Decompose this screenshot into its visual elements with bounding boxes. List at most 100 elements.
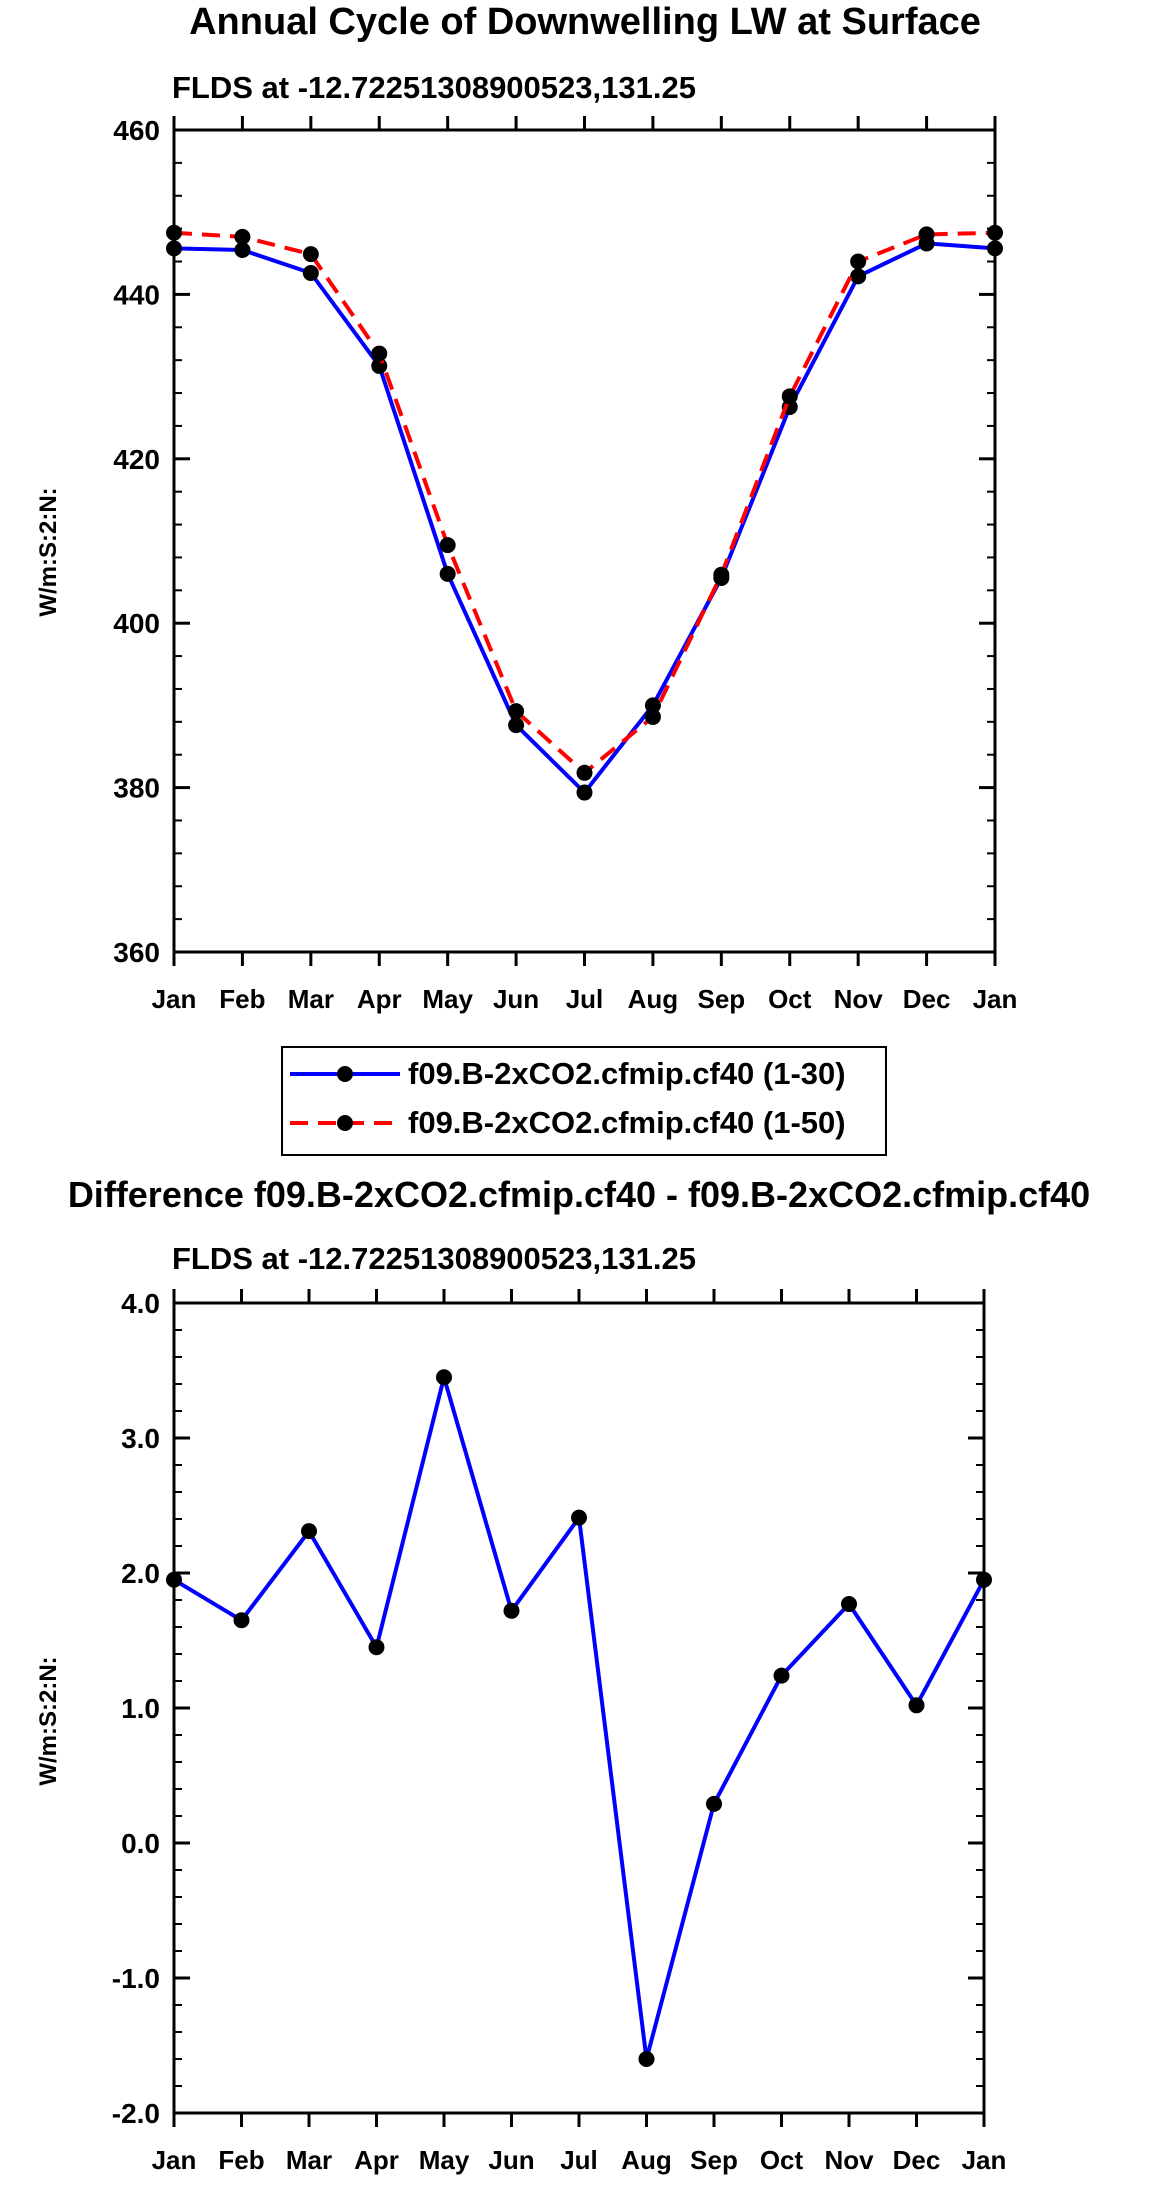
series-line-2 [173, 230, 996, 775]
chart-2-series [166, 1369, 992, 2067]
data-point [436, 1369, 452, 1386]
x-tick-label: May [422, 984, 473, 1014]
legend-marker-series-1 [337, 1066, 353, 1082]
data-point [781, 388, 798, 405]
x-tick-label: Jan [962, 2145, 1007, 2175]
y-tick-label: 460 [113, 115, 160, 146]
x-tick-label: Jun [493, 984, 539, 1014]
chart-2-plot-frame [172, 1301, 986, 2115]
x-tick-label: Feb [219, 984, 265, 1014]
x-tick-label: Mar [286, 2145, 332, 2175]
series-line-1 [172, 1375, 986, 2061]
data-point [166, 224, 182, 241]
chart-1-plot-frame [172, 128, 997, 954]
y-tick-label: 440 [113, 279, 160, 310]
x-tick-label: Apr [354, 2145, 399, 2175]
data-point [439, 537, 456, 554]
data-point [234, 228, 251, 245]
chart-1-legend: f09.B-2xCO2.cfmip.cf40 (1-30) f09.B-2xCO… [281, 1046, 887, 1156]
data-point [713, 566, 730, 583]
data-point [234, 242, 251, 259]
data-point [301, 1523, 317, 1540]
data-point [987, 240, 1003, 257]
data-point [638, 2051, 655, 2067]
data-point [233, 1612, 250, 1629]
chart-1-ticks [172, 116, 997, 966]
y-tick-label: 4.0 [121, 1288, 160, 1319]
y-tick-label: 380 [113, 773, 160, 804]
x-tick-label: Dec [893, 2145, 941, 2175]
y-tick-label: 400 [113, 608, 160, 639]
x-tick-label: Jan [152, 984, 197, 1014]
x-tick-label: Jun [488, 2145, 534, 2175]
chart-2-ylabel: W/m:S:2:N: [35, 1656, 62, 1785]
data-point [644, 697, 661, 714]
data-point [508, 703, 525, 720]
x-tick-label: Jan [973, 984, 1018, 1014]
y-tick-label: 420 [113, 444, 160, 475]
y-tick-label: 2.0 [121, 1558, 160, 1589]
x-tick-label: Apr [357, 984, 402, 1014]
chart-2-y-tick-labels: -2.0 -1.0 0.0 1.0 2.0 3.0 4.0 [112, 1288, 160, 2129]
chart-2-subtitle: FLDS at -12.72251308900523,131.25 [172, 1241, 696, 1276]
x-tick-label: Dec [903, 984, 951, 1014]
y-tick-label: 3.0 [121, 1423, 160, 1454]
chart-2-x-tick-labels: Jan Feb Mar Apr May Jun Jul Aug Sep Oct Nov Dec Jan [152, 2145, 1007, 2175]
legend-label-series-1: f09.B-2xCO2.cfmip.cf40 (1-30) [408, 1056, 846, 1091]
data-point [508, 717, 525, 734]
chart-2-ticks [172, 1289, 986, 2127]
x-tick-label: Aug [621, 2145, 672, 2175]
x-tick-label: Jul [560, 2145, 598, 2175]
chart-1-x-tick-labels: Jan Feb Mar Apr May Jun Jul Aug Sep Oct Nov Dec Jan [152, 984, 1018, 1014]
data-point [302, 265, 319, 282]
legend-label-series-2: f09.B-2xCO2.cfmip.cf40 (1-50) [408, 1105, 846, 1140]
legend-marker-series-2 [337, 1115, 353, 1131]
data-point [439, 565, 456, 582]
data-point [841, 1596, 857, 1613]
data-point [976, 1571, 992, 1588]
chart-1-title: Annual Cycle of Downwelling LW at Surfac… [189, 1, 981, 43]
x-tick-label: Aug [628, 984, 679, 1014]
x-tick-label: Feb [218, 2145, 264, 2175]
data-point [576, 764, 593, 781]
chart-1-series [166, 224, 1003, 801]
data-point [371, 345, 388, 362]
data-point [918, 226, 935, 243]
x-tick-label: Jan [152, 2145, 197, 2175]
data-point [302, 246, 319, 263]
chart-1: Annual Cycle of Downwelling LW at Surfac… [35, 1, 1018, 1156]
chart-1-ylabel: W/m:S:2:N: [35, 487, 62, 616]
data-point [368, 1639, 385, 1656]
x-tick-label: Sep [697, 984, 745, 1014]
x-tick-label: Oct [760, 2145, 804, 2175]
chart-1-y-tick-labels: 360 380 400 420 440 460 [113, 115, 160, 968]
x-tick-label: Mar [288, 984, 334, 1014]
data-point [503, 1602, 520, 1619]
series-line-1 [173, 241, 996, 795]
data-point [166, 240, 182, 257]
y-tick-label: 1.0 [121, 1693, 160, 1724]
data-point [166, 1571, 182, 1588]
data-point [773, 1667, 790, 1684]
x-tick-label: Sep [690, 2145, 738, 2175]
x-tick-label: Nov [834, 984, 884, 1014]
x-tick-label: Oct [768, 984, 812, 1014]
y-tick-label: -2.0 [112, 2098, 160, 2129]
data-point [987, 224, 1003, 241]
y-tick-label: 0.0 [121, 1828, 160, 1859]
x-tick-label: Nov [824, 2145, 874, 2175]
data-point [571, 1509, 587, 1526]
data-point [908, 1697, 925, 1714]
legend-frame [281, 1046, 887, 1156]
data-point [706, 1795, 722, 1812]
x-tick-label: May [419, 2145, 470, 2175]
chart-2: Difference f09.B-2xCO2.cfmip.cf40 - f09.… [35, 1174, 1090, 2175]
x-tick-label: Jul [566, 984, 604, 1014]
data-point [644, 708, 661, 725]
y-tick-label: 360 [113, 937, 160, 968]
data-point [850, 253, 867, 270]
data-point [576, 784, 593, 801]
chart-1-subtitle: FLDS at -12.72251308900523,131.25 [172, 70, 696, 105]
y-tick-label: -1.0 [112, 1963, 160, 1994]
